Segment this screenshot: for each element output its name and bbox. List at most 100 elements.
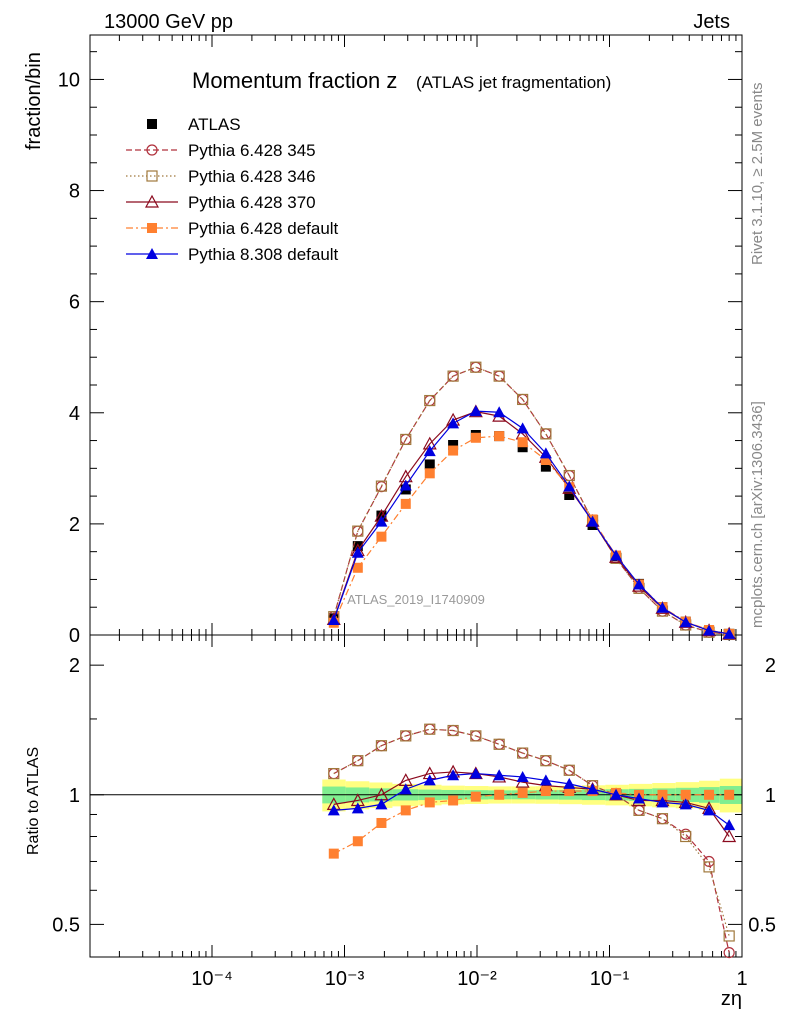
ratio-point xyxy=(610,788,623,800)
ratio-point xyxy=(447,769,460,781)
legend-entry: ATLAS xyxy=(147,115,241,134)
data-point xyxy=(540,428,552,440)
ratio-point xyxy=(327,804,340,816)
ratio-point xyxy=(493,769,506,781)
data-point xyxy=(375,515,388,527)
ratio-point xyxy=(516,770,529,782)
legend-marker xyxy=(146,248,158,259)
y-tick-label: 6 xyxy=(69,292,80,314)
data-point xyxy=(516,422,529,434)
ratio-point xyxy=(376,817,387,828)
ratio-y-tick-label-left: 2 xyxy=(69,655,80,677)
ratio-point xyxy=(679,798,692,810)
y-tick-label: 2 xyxy=(69,514,80,536)
legend-marker xyxy=(146,144,158,156)
x-tick-label: 10⁻³ xyxy=(325,968,365,990)
data-point xyxy=(400,433,412,446)
header-left: 13000 GeV pp xyxy=(104,11,233,33)
ratio-point xyxy=(724,789,735,800)
data-point xyxy=(633,578,646,590)
ratio-y-tick-label-right: 2 xyxy=(765,655,776,677)
data-point xyxy=(703,624,716,636)
legend: ATLAS Pythia 6.428 345 Pythia 6.428 346 Pyt… xyxy=(126,115,339,264)
data-point xyxy=(469,405,482,417)
ratio-point xyxy=(424,723,436,735)
ratio-point xyxy=(723,930,735,942)
data-point xyxy=(610,549,623,561)
legend-marker xyxy=(146,170,158,182)
ratio-point xyxy=(680,789,691,800)
data-point xyxy=(493,370,505,382)
chart-subtitle: (ATLAS jet fragmentation) xyxy=(416,73,611,92)
ratio-point xyxy=(703,861,715,873)
legend-entry: Pythia 6.428 346 xyxy=(126,167,316,186)
ratio-point xyxy=(352,755,364,767)
ratio-point xyxy=(424,797,435,808)
data-point xyxy=(352,525,364,537)
data-point xyxy=(540,455,551,465)
x-tick-label: 1 xyxy=(736,968,747,990)
ratio-line xyxy=(333,728,730,953)
chart-title: Momentum fraction z xyxy=(192,68,397,93)
ratio-panel-frame xyxy=(89,634,743,958)
data-point xyxy=(494,431,505,442)
ratio-point xyxy=(633,792,646,804)
ratio-point xyxy=(680,828,692,840)
data-point xyxy=(470,361,482,373)
series-atlas xyxy=(328,430,735,639)
ratio-point xyxy=(494,789,505,800)
data-point xyxy=(447,370,459,382)
series-layer xyxy=(326,361,737,959)
legend-label: Pythia 6.428 default xyxy=(188,219,339,238)
y-axis-label: fraction/bin xyxy=(23,52,45,150)
ratio-series-pythia-6-428-345 xyxy=(328,723,735,959)
legend-label: Pythia 8.308 default xyxy=(188,245,339,264)
ratio-series-pythia-8-308-default xyxy=(327,767,736,831)
data-point xyxy=(563,480,576,492)
side-label-top: Rivet 3.1.10, ≥ 2.5M events xyxy=(749,83,766,266)
ratio-point xyxy=(540,755,552,767)
data-point xyxy=(540,461,551,472)
legend-label: Pythia 6.428 346 xyxy=(188,167,316,186)
legend-entry: Pythia 6.428 370 xyxy=(126,193,316,212)
data-point xyxy=(517,437,528,448)
data-point xyxy=(376,531,387,542)
ratio-point xyxy=(540,786,551,797)
ratio-y-tick-label-right: 1 xyxy=(765,785,776,807)
ratio-y-axis-label: Ratio to ATLAS xyxy=(25,747,42,855)
ratio-point xyxy=(400,730,412,742)
ratio-point xyxy=(470,730,482,742)
legend-label: ATLAS xyxy=(188,115,241,134)
data-point xyxy=(586,515,599,527)
data-point xyxy=(423,445,436,457)
legend-entry: Pythia 6.428 345 xyxy=(126,141,316,160)
ratio-point xyxy=(400,805,411,816)
legend-label: Pythia 6.428 345 xyxy=(188,141,316,160)
ratio-point xyxy=(517,747,529,759)
watermark: ATLAS_2019_I1740909 xyxy=(347,592,485,607)
ratio-y-tick-label-left: 0.5 xyxy=(52,914,80,936)
data-point xyxy=(539,447,552,459)
data-point xyxy=(424,394,436,407)
ratio-point xyxy=(564,786,575,797)
y-tick-label: 8 xyxy=(69,181,80,203)
y-tick-label: 10 xyxy=(58,69,80,91)
x-axis-label: zη xyxy=(721,988,742,1010)
ratio-point xyxy=(470,791,481,802)
data-point xyxy=(448,440,459,450)
series-pythia-6-428-default xyxy=(328,431,735,639)
header-right: Jets xyxy=(693,11,730,33)
ratio-series-pythia-6-428-346 xyxy=(328,723,735,942)
ratio-point xyxy=(656,813,669,825)
data-point xyxy=(540,428,552,440)
ratio-point xyxy=(563,777,576,789)
ratio-point xyxy=(423,774,436,786)
legend-label: Pythia 6.428 370 xyxy=(188,193,316,212)
side-label-bottom: mcplots.cern.ch [arXiv:1306.3436] xyxy=(749,401,766,628)
ratio-y-tick-label-right: 0.5 xyxy=(748,914,776,936)
ratio-point xyxy=(722,829,737,843)
data-point xyxy=(351,546,364,558)
legend-marker xyxy=(147,223,157,233)
ratio-point xyxy=(448,795,459,806)
